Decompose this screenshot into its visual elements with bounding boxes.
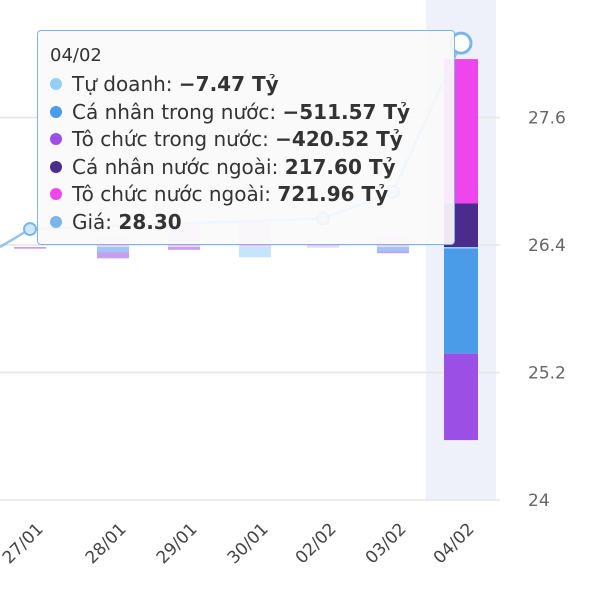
tooltip-label: Tô chức nước ngoài: [72, 182, 271, 206]
tooltip-value: −420.52 Tỷ [275, 127, 403, 151]
tooltip: 04/02 Tự doanh: −7.47 Tỷ Cá nhân trong n… [37, 30, 455, 245]
tooltip-value: 217.60 Tỷ [284, 154, 396, 179]
bar-ca-nhan-trong-nuoc [377, 247, 409, 252]
legend-dot-icon [50, 188, 62, 200]
tooltip-label: Cá nhân trong nước: [72, 99, 277, 124]
tooltip-row-to-chuc-trong-nuoc: Tô chức trong nước: −420.52 Tỷ [50, 126, 442, 154]
legend-dot-icon [50, 215, 62, 228]
legend-dot-icon [50, 105, 62, 118]
y-tick-label: 27.6 [528, 109, 566, 129]
tooltip-title: 04/02 [50, 45, 102, 66]
tooltip-value: 28.30 [118, 209, 182, 234]
bar-tu-doanh [307, 247, 339, 248]
y-tick-label: 25.2 [528, 364, 566, 384]
bar-to-chuc-nuoc-ngoai [307, 244, 339, 247]
bar-to-chuc-trong-nuoc [168, 247, 200, 250]
tooltip-row-gia: Giá: 28.30 [50, 209, 442, 237]
y-tick-label: 24 [528, 491, 550, 511]
legend-dot-icon [50, 78, 62, 90]
bar-to-chuc-trong-nuoc [14, 247, 46, 249]
tooltip-value: −511.57 Tỷ [282, 99, 411, 124]
bar-tu-doanh [444, 247, 478, 249]
bar-to-chuc-trong-nuoc [444, 353, 478, 441]
tooltip-row-to-chuc-nuoc-ngoai: Tô chức nước ngoài: 721.96 Tỷ [50, 181, 442, 209]
tooltip-label: Giá: [72, 209, 113, 234]
bar-ca-nhan-trong-nuoc [97, 247, 129, 253]
bar-tu-doanh [239, 247, 271, 258]
legend-dot-icon [50, 133, 62, 145]
tooltip-label: Cá nhân nước ngoài: [72, 154, 279, 179]
y-tick-label: 26.4 [528, 236, 566, 256]
bar-to-chuc-trong-nuoc [97, 252, 129, 259]
tooltip-label: Tự doanh: [72, 72, 173, 96]
tooltip-value: −7.47 Tỷ [178, 72, 279, 96]
tooltip-row-tu-doanh: Tự doanh: −7.47 Tỷ [50, 71, 442, 99]
tooltip-value: 721.96 Tỷ [277, 182, 389, 206]
legend-dot-icon [50, 160, 62, 173]
bar-to-chuc-trong-nuoc [377, 251, 409, 254]
bar-ca-nhan-trong-nuoc [444, 248, 478, 354]
tooltip-row-ca-nhan-nuoc-ngoai: Cá nhân nước ngoài: 217.60 Tỷ [50, 154, 442, 182]
tooltip-row-ca-nhan-trong-nuoc: Cá nhân trong nước: −511.57 Tỷ [50, 99, 442, 127]
tooltip-label: Tô chức trong nước: [72, 127, 269, 151]
price-point [23, 222, 37, 237]
